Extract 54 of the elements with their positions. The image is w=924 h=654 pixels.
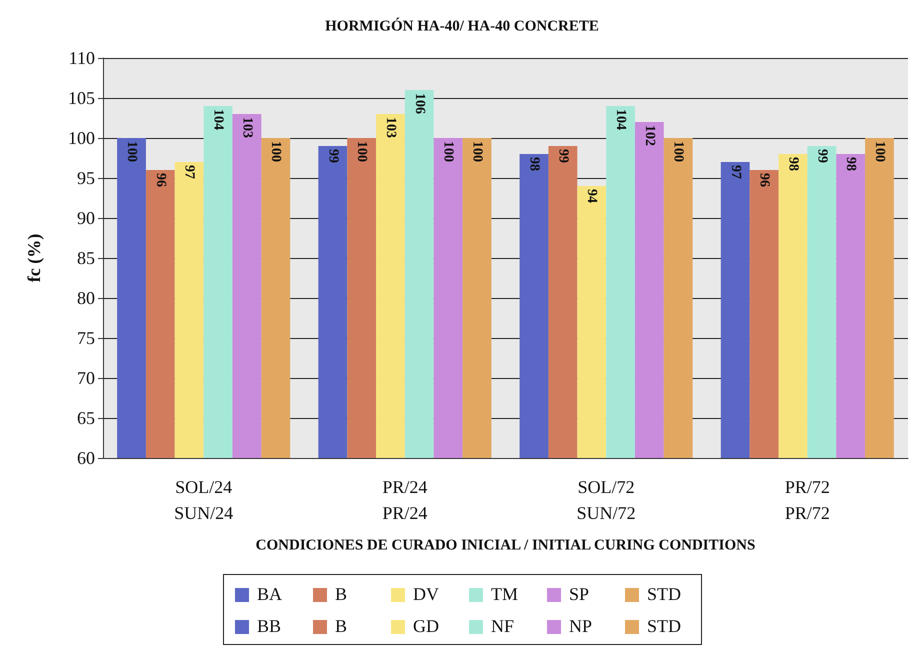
legend-label: STD xyxy=(647,616,682,636)
data-label: 103 xyxy=(239,117,254,138)
data-label: 98 xyxy=(526,157,542,171)
y-tick-label: 95 xyxy=(77,168,95,188)
legend-label: B xyxy=(335,584,348,604)
data-label: 96 xyxy=(152,173,168,187)
data-label: 99 xyxy=(814,149,830,163)
legend-label: NP xyxy=(569,616,592,636)
y-tick-label: 60 xyxy=(77,448,95,468)
y-tick-label: 80 xyxy=(77,288,95,308)
legend-label: NF xyxy=(491,616,514,636)
chart-title: HORMIGÓN HA-40/ HA-40 CONCRETE xyxy=(325,18,599,34)
y-tick-label: 85 xyxy=(77,248,95,268)
x-axis-title: CONDICIONES DE CURADO INICIAL / INITIAL CURING CONDITIONS xyxy=(256,538,756,554)
data-label: 96 xyxy=(756,173,772,187)
data-label: 100 xyxy=(670,141,686,162)
y-tick-label: 110 xyxy=(68,48,95,68)
y-tick-label: 100 xyxy=(68,128,95,148)
y-axis-title: fc (%) xyxy=(24,234,44,282)
data-label: 98 xyxy=(843,157,858,171)
data-label: 102 xyxy=(642,125,657,146)
legend-label: B xyxy=(335,616,348,636)
legend-label: STD xyxy=(647,584,682,604)
data-label: 106 xyxy=(412,93,427,114)
legend-label: TM xyxy=(491,584,518,604)
data-label: 97 xyxy=(182,165,197,179)
y-tick-label: 70 xyxy=(77,368,95,388)
x-tick-label: SOL/24 SUN/24 xyxy=(174,477,234,523)
legend-label: GD xyxy=(413,616,439,636)
x-tick-label: PR/72 PR/72 xyxy=(784,477,830,523)
data-label: 100 xyxy=(440,141,456,162)
data-label: 99 xyxy=(555,149,570,163)
data-label: 103 xyxy=(382,117,398,138)
data-label: 99 xyxy=(325,149,340,163)
data-label: 94 xyxy=(584,189,600,203)
data-label: 100 xyxy=(469,141,484,162)
y-tick-label: 75 xyxy=(77,328,95,348)
y-tick-label: 65 xyxy=(77,408,95,428)
legend-label: BA xyxy=(257,584,282,604)
legend-label: SP xyxy=(569,584,590,604)
data-label: 98 xyxy=(785,157,800,171)
x-tick-label: SOL/72 SUN/72 xyxy=(576,477,636,523)
x-tick-label: PR/24 PR/24 xyxy=(382,477,428,523)
legend-label: BB xyxy=(257,616,282,636)
data-label: 100 xyxy=(354,141,370,162)
data-label: 100 xyxy=(872,141,887,162)
data-label: 104 xyxy=(613,109,628,130)
y-tick-label: 90 xyxy=(77,208,95,228)
y-tick-label: 105 xyxy=(68,88,95,108)
data-label: 104 xyxy=(210,109,226,130)
legend-label: DV xyxy=(413,584,439,604)
data-label: 100 xyxy=(268,141,284,162)
data-label: 100 xyxy=(124,141,140,162)
data-label: 97 xyxy=(728,165,743,179)
